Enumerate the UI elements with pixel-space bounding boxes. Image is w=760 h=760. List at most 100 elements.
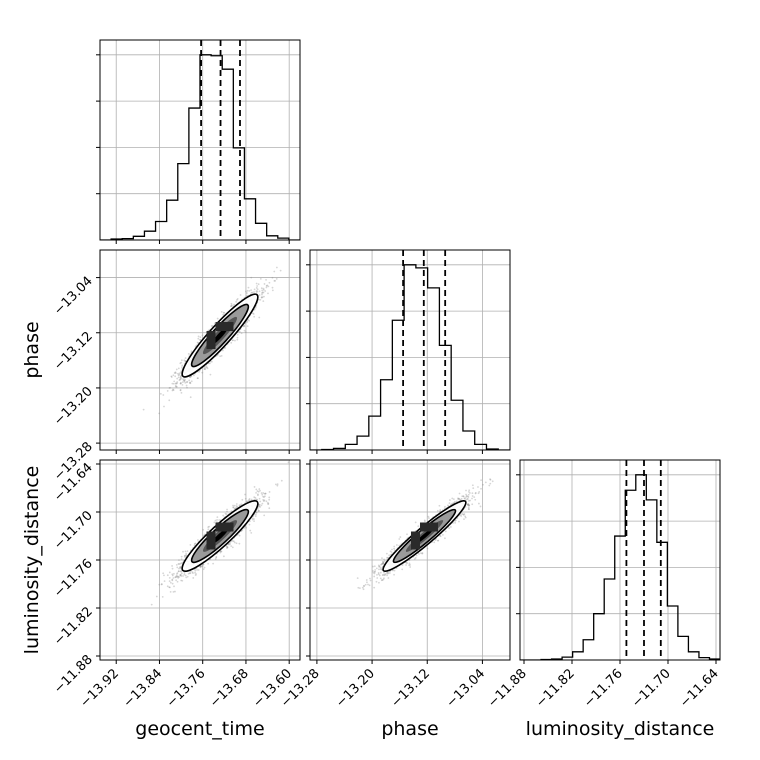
sample-point	[236, 299, 238, 301]
sample-point	[208, 362, 211, 365]
sample-point	[263, 496, 265, 499]
sample-point	[179, 566, 182, 569]
sample-point	[183, 379, 186, 382]
sample-point	[203, 368, 206, 370]
sample-point	[467, 490, 470, 493]
sample-point	[230, 305, 233, 307]
sample-point	[234, 507, 237, 510]
sample-point	[215, 556, 218, 559]
sample-point	[198, 371, 200, 373]
sample-point	[226, 546, 229, 549]
sample-point	[166, 390, 169, 392]
sample-point	[176, 382, 178, 385]
histogram-bar	[416, 268, 428, 450]
sample-point	[175, 574, 178, 577]
sample-point	[194, 569, 197, 572]
sample-point	[247, 499, 250, 502]
sample-point	[459, 498, 461, 501]
sample-point	[240, 332, 243, 335]
sample-point	[260, 492, 263, 494]
sample-point	[274, 279, 277, 282]
density-cell	[215, 522, 225, 532]
sample-point	[246, 289, 249, 292]
sample-point	[246, 294, 248, 297]
sample-point	[264, 290, 267, 292]
sample-point	[258, 503, 261, 506]
sample-point	[276, 484, 279, 487]
sample-point	[168, 399, 171, 402]
sample-point	[191, 571, 194, 574]
density-cell	[224, 322, 234, 332]
sample-point	[243, 325, 246, 328]
histogram-bar	[256, 223, 267, 240]
sample-point	[233, 541, 236, 544]
sample-point	[194, 542, 197, 545]
sample-point	[451, 497, 454, 500]
sample-point	[202, 568, 205, 571]
sample-point	[181, 381, 184, 384]
sample-point	[171, 565, 173, 567]
sample-point	[183, 555, 186, 558]
sample-point	[248, 523, 251, 526]
sample-point	[236, 338, 239, 341]
sample-point	[196, 341, 199, 344]
sample-point	[175, 563, 178, 566]
sample-point	[194, 574, 197, 577]
sample-point	[251, 517, 254, 520]
sample-point	[265, 285, 268, 287]
histogram-plot-area	[520, 460, 720, 660]
sample-point	[177, 367, 180, 370]
sample-point	[254, 498, 257, 501]
sample-point	[224, 346, 227, 349]
sample-point	[178, 379, 181, 381]
sample-point	[197, 569, 200, 571]
sample-point	[232, 540, 235, 543]
sample-point	[256, 290, 259, 293]
sample-point	[199, 565, 202, 568]
sample-point	[279, 269, 282, 272]
scatter-plot-area	[100, 250, 300, 450]
sample-point	[387, 577, 390, 579]
sample-point	[179, 378, 182, 380]
sample-point	[206, 366, 208, 369]
sample-point	[254, 515, 257, 518]
y-tick-label: −11.70	[51, 508, 96, 553]
sample-point	[428, 517, 430, 520]
sample-point	[162, 572, 165, 575]
sample-point	[212, 562, 215, 565]
sample-point	[189, 381, 192, 384]
sample-point	[177, 575, 180, 578]
sample-point	[225, 545, 228, 548]
sample-point	[204, 366, 207, 369]
sample-point	[238, 504, 241, 507]
sample-point	[467, 503, 470, 506]
sample-point	[238, 542, 241, 545]
sample-point	[262, 300, 265, 303]
sample-point	[159, 392, 162, 395]
sample-point	[187, 352, 190, 355]
sample-point	[249, 529, 252, 532]
sample-point	[253, 518, 255, 520]
sample-point	[261, 291, 264, 294]
sample-point	[226, 508, 228, 511]
histogram-bar	[345, 444, 357, 450]
sample-point	[179, 573, 182, 576]
sample-point	[210, 360, 213, 363]
sample-point	[163, 580, 166, 583]
sample-point	[384, 573, 387, 575]
sample-point	[207, 528, 210, 531]
sample-point	[213, 521, 216, 524]
sample-point	[179, 389, 182, 391]
sample-point	[171, 567, 174, 570]
sample-point	[240, 503, 243, 506]
sample-point	[209, 373, 212, 376]
sample-point	[215, 555, 218, 558]
sample-point	[258, 488, 261, 490]
histogram-bar	[428, 288, 440, 450]
sample-point	[268, 498, 271, 501]
sample-point	[171, 582, 174, 585]
histogram-plot-area	[310, 250, 510, 450]
sample-point	[180, 371, 182, 374]
histogram-bar	[156, 221, 167, 240]
sample-point	[259, 506, 261, 508]
